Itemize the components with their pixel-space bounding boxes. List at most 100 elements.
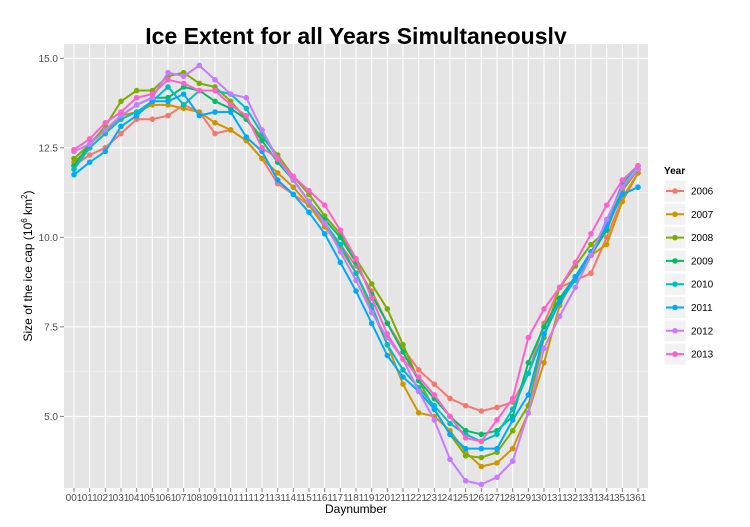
data-point-2011: [86, 159, 93, 165]
data-point-2010: [494, 431, 500, 438]
data-point-2012: [306, 198, 312, 205]
y-axis-label-exponent: 6: [20, 218, 29, 223]
data-point-2011: [447, 431, 453, 438]
x-tick-label: 281: [504, 493, 521, 504]
x-tick-label: 161: [316, 493, 333, 504]
data-point-2012: [86, 141, 93, 148]
legend-label: 2006: [691, 187, 714, 198]
x-tick-label: 301: [536, 493, 553, 504]
x-tick-label: 071: [175, 493, 192, 504]
data-point-2007: [290, 184, 297, 191]
data-point-2007: [212, 119, 218, 126]
data-point-2011: [384, 352, 391, 359]
legend-label: 2008: [691, 233, 714, 244]
data-point-2008: [368, 281, 375, 287]
legend-key-point: [672, 188, 678, 194]
data-point-2013: [588, 230, 594, 237]
data-point-2006: [212, 130, 218, 137]
data-point-2007: [400, 381, 406, 387]
data-point-2012: [541, 345, 547, 352]
data-point-2013: [556, 284, 563, 291]
data-point-2013: [619, 177, 626, 183]
x-tick-label: 261: [473, 493, 490, 504]
data-point-2013: [353, 256, 359, 262]
data-point-2013: [180, 80, 187, 87]
data-point-2012: [196, 62, 203, 69]
data-point-2011: [478, 445, 485, 452]
data-point-2013: [447, 413, 453, 420]
x-tick-label: 031: [113, 493, 130, 504]
data-point-2008: [400, 341, 406, 348]
data-point-2011: [118, 123, 124, 130]
data-point-2011: [165, 98, 171, 105]
data-point-2009: [400, 349, 406, 355]
x-tick-label: 151: [301, 493, 318, 504]
data-point-2012: [556, 313, 563, 319]
data-point-2009: [337, 234, 344, 241]
data-point-2010: [509, 406, 516, 413]
data-point-2011: [368, 320, 375, 327]
legend-item-2011: 2011: [663, 296, 713, 319]
legend-title: Year: [664, 166, 685, 177]
data-point-2010: [165, 84, 171, 90]
data-point-2013: [321, 202, 328, 208]
data-point-2013: [603, 202, 610, 208]
x-tick-label: 001: [66, 493, 83, 504]
data-point-2013: [462, 435, 469, 441]
x-tick-label: 341: [598, 493, 615, 504]
data-point-2011: [556, 299, 563, 305]
data-point-2013: [259, 145, 265, 151]
data-point-2011: [353, 288, 359, 294]
legend-label: 2011: [691, 303, 713, 314]
x-tick-label: 131: [269, 493, 286, 504]
data-point-2011: [290, 191, 297, 198]
data-point-2006: [165, 112, 171, 119]
x-tick-label: 181: [348, 493, 365, 504]
data-point-2012: [180, 73, 187, 80]
data-point-2011: [337, 259, 344, 266]
data-point-2012: [478, 481, 485, 488]
data-point-2013: [274, 155, 281, 162]
y-tick-label: 15.0: [39, 54, 59, 65]
x-tick-label: 211: [395, 493, 411, 504]
data-point-2013: [71, 146, 77, 153]
legend-items: 2006 2007 2008 2009 2010 2011 2012 2013: [663, 179, 714, 366]
legend-key-point: [672, 234, 678, 241]
y-axis-label-unit-exponent: 2: [20, 194, 29, 199]
y-axis-label-main: Size of the ice cap (10: [21, 222, 35, 341]
data-point-2007: [541, 359, 547, 366]
data-point-2010: [525, 370, 532, 377]
data-point-2007: [274, 170, 281, 176]
data-point-2009: [541, 324, 547, 330]
legend-item-2009: 2009: [663, 249, 714, 273]
data-point-2008: [133, 87, 140, 94]
data-point-2011: [306, 209, 312, 216]
data-point-2011: [243, 134, 250, 140]
y-tick-label: 12.5: [39, 143, 59, 154]
x-tick-label: 271: [489, 493, 506, 504]
data-point-2007: [619, 198, 626, 205]
data-point-2013: [635, 162, 641, 169]
data-point-2011: [71, 171, 77, 178]
legend-item-2008: 2008: [663, 226, 714, 250]
data-point-2010: [353, 270, 359, 276]
data-point-2012: [227, 91, 234, 97]
data-point-2013: [509, 395, 516, 402]
data-point-2012: [447, 456, 453, 463]
data-point-2012: [337, 248, 344, 255]
data-point-2009: [478, 431, 485, 438]
data-point-2013: [165, 77, 171, 83]
x-tick-label: 201: [379, 493, 396, 504]
data-point-2007: [603, 241, 610, 248]
x-tick-label: 041: [128, 493, 145, 504]
data-point-2008: [588, 241, 594, 248]
y-axis-label-close: ): [21, 191, 35, 195]
data-point-2010: [447, 420, 453, 427]
data-point-2011: [525, 392, 532, 398]
data-point-2013: [494, 417, 500, 423]
data-point-2011: [509, 417, 516, 423]
data-point-2011: [133, 112, 140, 119]
data-point-2007: [415, 410, 422, 416]
data-point-2009: [259, 137, 265, 144]
